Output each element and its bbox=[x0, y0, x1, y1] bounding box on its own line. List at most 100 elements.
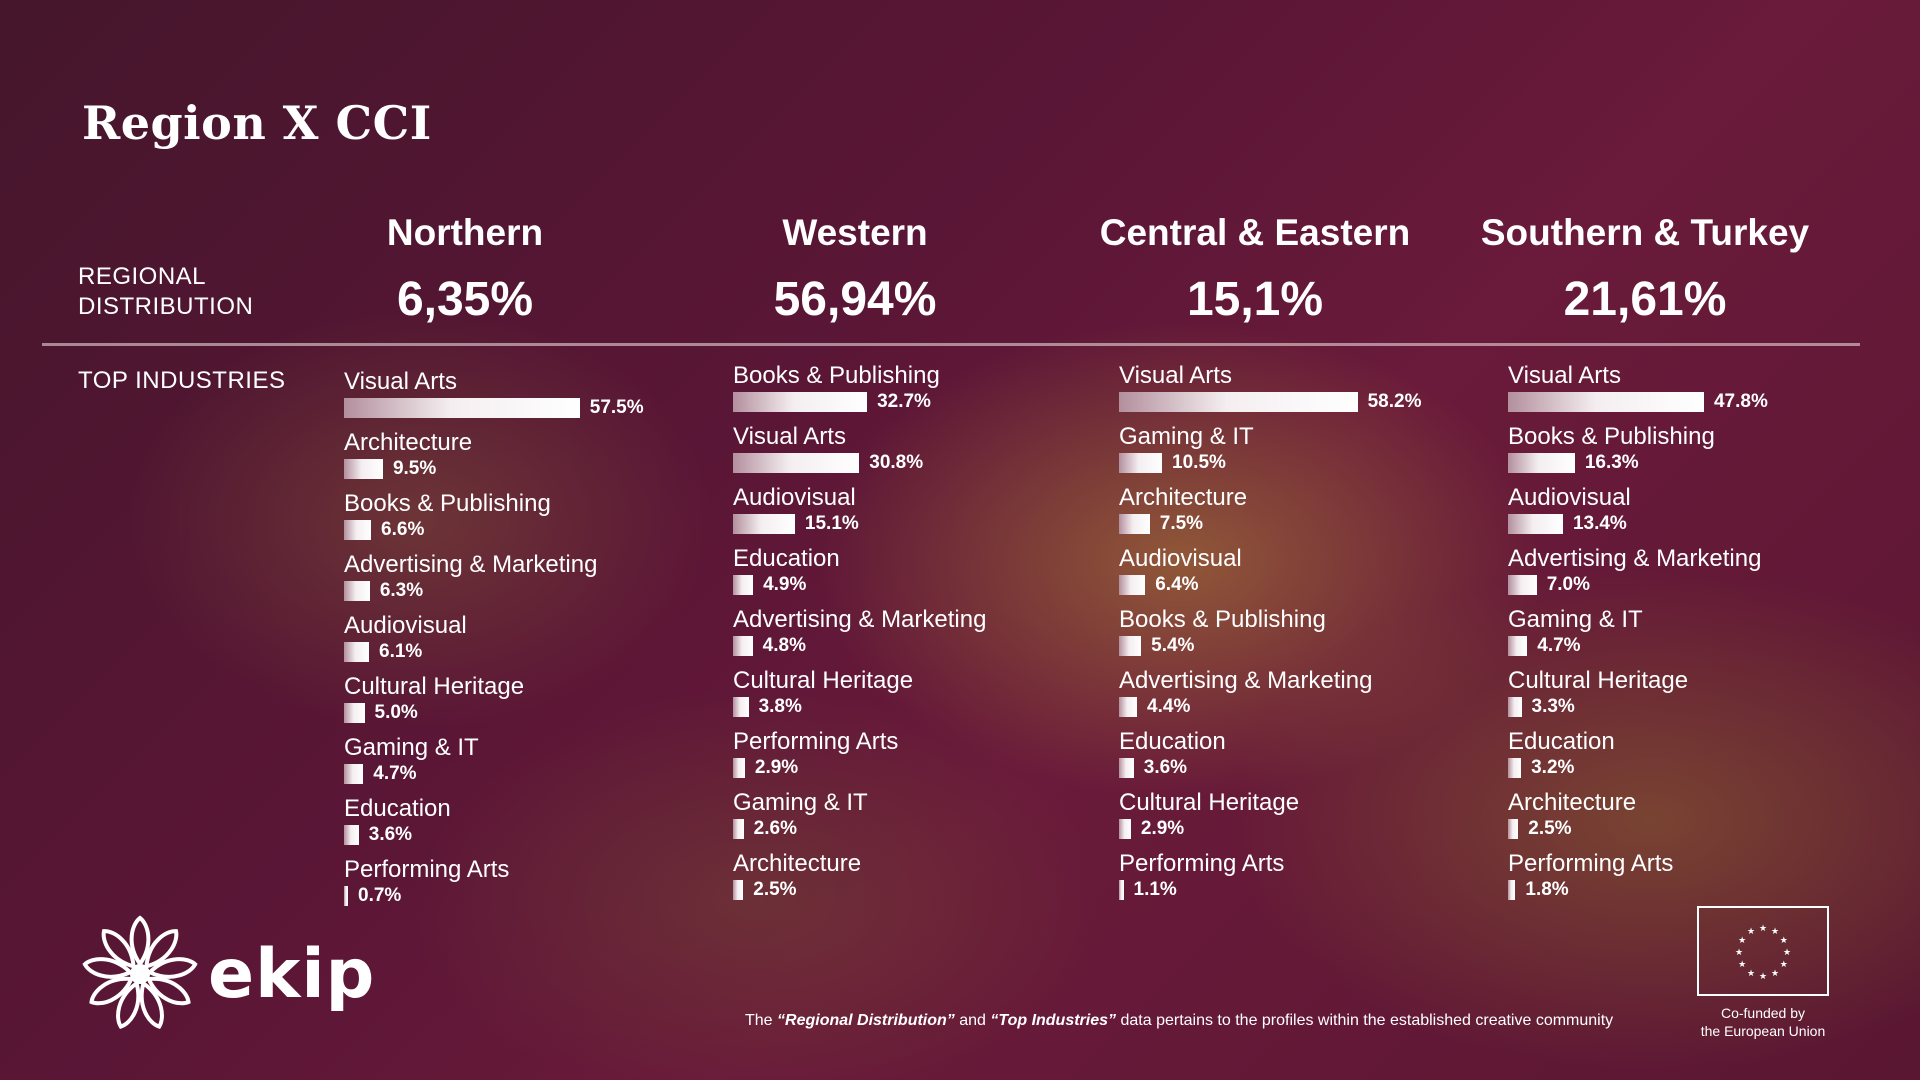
eu-star: ★ bbox=[1735, 947, 1743, 957]
industry-label: Books & Publishing bbox=[1119, 606, 1326, 633]
industry-value-label: 2.9% bbox=[754, 757, 799, 778]
industry-value-label: 3.8% bbox=[758, 696, 802, 717]
industry-value-label: 4.7% bbox=[373, 763, 417, 784]
industry-bar-row: 3.2% bbox=[1508, 757, 1888, 779]
industry-bar bbox=[733, 453, 860, 473]
industry-bar-row: 47.8% bbox=[1508, 391, 1888, 413]
industry-value-label: 4.7% bbox=[1537, 635, 1581, 656]
industry-bar bbox=[344, 703, 365, 723]
industry-item: Architecture 2.5% bbox=[1508, 789, 1888, 850]
industry-bar bbox=[344, 520, 372, 540]
regional-distribution-label: REGIONAL DISTRIBUTION bbox=[78, 262, 253, 322]
industry-label: Performing Arts bbox=[344, 856, 510, 883]
industry-bar bbox=[733, 880, 744, 900]
industry-item: Advertising & Marketing 7.0% bbox=[1508, 545, 1888, 606]
industry-bar bbox=[1119, 880, 1124, 900]
industry-item: Visual Arts 58.2% bbox=[1119, 362, 1499, 423]
industry-label: Architecture bbox=[733, 850, 862, 877]
industry-value-label: 4.4% bbox=[1147, 696, 1191, 717]
industry-label: Gaming & IT bbox=[1508, 606, 1643, 633]
industry-bar bbox=[1119, 758, 1134, 778]
industry-item: Education 3.2% bbox=[1508, 728, 1888, 789]
top-industries-label: TOP INDUSTRIES bbox=[78, 367, 286, 394]
industry-item: Architecture 2.5% bbox=[733, 850, 1113, 911]
region-share-southern-turkey: 21,61% bbox=[1563, 273, 1727, 326]
eu-caption: Co-funded by the European Union bbox=[1680, 1004, 1846, 1040]
industry-value-label: 6.4% bbox=[1155, 574, 1199, 595]
industry-bar bbox=[1119, 819, 1131, 839]
industry-value-label: 15.1% bbox=[804, 513, 859, 534]
industry-bar-row: 16.3% bbox=[1508, 452, 1888, 474]
industry-value-label: 6.3% bbox=[379, 580, 424, 601]
page-title: Region X CCI bbox=[82, 96, 432, 150]
industry-bar-row: 6.1% bbox=[344, 641, 724, 663]
industries-chart-western: Books & Publishing 32.7% Visual Arts 30.8% A… bbox=[733, 362, 1113, 911]
industry-label: Education bbox=[344, 795, 451, 822]
industry-item: Cultural Heritage 3.8% bbox=[733, 667, 1113, 728]
industry-bar-row: 2.9% bbox=[1119, 818, 1499, 840]
regional-distribution-label-line1: REGIONAL bbox=[78, 263, 207, 290]
industry-item: Cultural Heritage 3.3% bbox=[1508, 667, 1888, 728]
industry-bar-row: 6.6% bbox=[344, 519, 724, 541]
industry-bar bbox=[1508, 819, 1519, 839]
industry-bar bbox=[344, 581, 370, 601]
industry-bar bbox=[344, 825, 359, 845]
industry-bar bbox=[1119, 453, 1163, 473]
industry-value-label: 30.8% bbox=[869, 452, 924, 473]
industry-label: Audiovisual bbox=[1508, 484, 1631, 511]
industry-item: Books & Publishing 5.4% bbox=[1119, 606, 1499, 667]
section-divider bbox=[42, 343, 1860, 346]
industry-value-label: 5.4% bbox=[1151, 635, 1195, 656]
eu-flag-icon: ★ ★ ★ ★ ★ ★ ★ ★ ★ ★ ★ ★ bbox=[1697, 906, 1829, 996]
industry-bar bbox=[733, 575, 754, 595]
industry-item: Visual Arts 47.8% bbox=[1508, 362, 1888, 423]
industry-label: Advertising & Marketing bbox=[1119, 667, 1373, 694]
industry-value-label: 3.2% bbox=[1531, 757, 1575, 778]
industry-item: Books & Publishing 6.6% bbox=[344, 490, 724, 551]
industry-bar bbox=[733, 392, 868, 412]
industry-bar-row: 58.2% bbox=[1119, 391, 1499, 413]
industry-item: Audiovisual 13.4% bbox=[1508, 484, 1888, 545]
industry-item: Cultural Heritage 5.0% bbox=[344, 673, 724, 734]
industry-bar-row: 6.3% bbox=[344, 580, 724, 602]
industry-label: Architecture bbox=[1508, 789, 1637, 816]
industry-value-label: 0.7% bbox=[358, 885, 402, 906]
eu-caption-line2: the European Union bbox=[1700, 1023, 1826, 1039]
industry-bar bbox=[1508, 880, 1516, 900]
industry-item: Performing Arts 2.9% bbox=[733, 728, 1113, 789]
ekip-logo: ekip bbox=[80, 914, 375, 1034]
industry-item: Architecture 7.5% bbox=[1119, 484, 1499, 545]
region-share-western: 56,94% bbox=[773, 273, 937, 326]
industry-label: Performing Arts bbox=[1508, 850, 1674, 877]
industry-label: Books & Publishing bbox=[733, 362, 940, 389]
industry-bar-row: 15.1% bbox=[733, 513, 1113, 535]
region-share-northern: 6,35% bbox=[396, 273, 534, 326]
industry-label: Cultural Heritage bbox=[733, 667, 914, 694]
footnote-post: data pertains to the profiles within the… bbox=[1116, 1012, 1614, 1029]
industry-value-label: 2.5% bbox=[1528, 818, 1572, 839]
industry-label: Books & Publishing bbox=[344, 490, 551, 517]
industry-item: Books & Publishing 32.7% bbox=[733, 362, 1113, 423]
industry-label: Visual Arts bbox=[1508, 362, 1621, 389]
industry-item: Education 4.9% bbox=[733, 545, 1113, 606]
industry-bar-row: 4.7% bbox=[344, 763, 724, 785]
industry-value-label: 6.6% bbox=[381, 519, 425, 540]
industry-label: Gaming & IT bbox=[344, 734, 479, 761]
industry-bar bbox=[1508, 453, 1575, 473]
industry-bar-row: 13.4% bbox=[1508, 513, 1888, 535]
industry-bar-row: 32.7% bbox=[733, 391, 1113, 413]
industry-item: Performing Arts 0.7% bbox=[344, 856, 724, 917]
industry-bar-row: 7.5% bbox=[1119, 513, 1499, 535]
industry-item: Education 3.6% bbox=[344, 795, 724, 856]
industry-bar-row: 1.8% bbox=[1508, 879, 1888, 901]
eu-star: ★ bbox=[1780, 959, 1788, 969]
industry-item: Performing Arts 1.1% bbox=[1119, 850, 1499, 911]
industry-label: Audiovisual bbox=[733, 484, 856, 511]
industry-bar bbox=[1119, 514, 1150, 534]
footnote: The “Regional Distribution” and “Top Ind… bbox=[745, 1012, 1613, 1030]
industry-value-label: 2.9% bbox=[1140, 818, 1185, 839]
industry-bar-row: 5.4% bbox=[1119, 635, 1499, 657]
industry-value-label: 58.2% bbox=[1367, 391, 1422, 412]
industry-bar bbox=[1508, 697, 1522, 717]
industry-value-label: 4.8% bbox=[762, 635, 806, 656]
